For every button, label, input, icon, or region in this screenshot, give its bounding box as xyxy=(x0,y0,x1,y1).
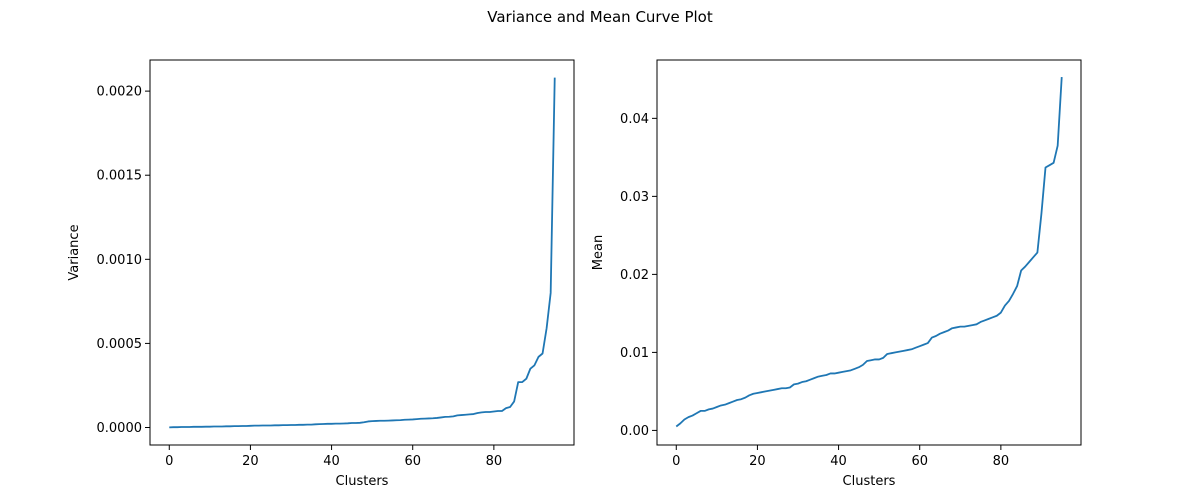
variance-x-axis-label: Clusters xyxy=(336,474,389,489)
figure-suptitle: Variance and Mean Curve Plot xyxy=(487,8,713,26)
variance-x-tick-label: 0 xyxy=(165,454,173,469)
variance-axes-frame xyxy=(149,59,575,446)
mean-y-tick-label: 0.03 xyxy=(620,190,649,205)
variance-y-tick-label: 0.0020 xyxy=(97,85,143,100)
mean-axes-frame xyxy=(656,59,1082,446)
mean-x-tick-label: 60 xyxy=(911,454,928,469)
variance-y-tick-label: 0.0015 xyxy=(97,169,143,184)
mean-series-line xyxy=(675,76,1063,428)
variance-x-tick-label: 80 xyxy=(486,454,503,469)
variance-x-tick-label: 40 xyxy=(323,454,340,469)
variance-x-tick-label: 60 xyxy=(404,454,421,469)
mean-x-tick-label: 80 xyxy=(993,454,1010,469)
mean-x-tick-label: 20 xyxy=(749,454,766,469)
variance-y-axis-label: Variance xyxy=(67,224,82,280)
variance-plot: 0 20 40 60 80 0.0000 0.0005 0.0010 0.0015 0.0020 C… xyxy=(67,59,575,489)
mean-y-tick-label: 0.01 xyxy=(620,346,649,361)
variance-x-tick-label: 20 xyxy=(242,454,259,469)
mean-y-axis-label: Mean xyxy=(591,235,606,270)
mean-x-axis-label: Clusters xyxy=(843,474,896,489)
mean-y-tick-label: 0.02 xyxy=(620,268,649,283)
mean-x-tick-label: 0 xyxy=(672,454,680,469)
variance-y-tick-label: 0.0005 xyxy=(97,337,143,352)
variance-y-tick-label: 0.0010 xyxy=(97,253,143,268)
mean-plot: 0 20 40 60 80 0.00 0.01 0.02 0.03 0.04 Clusters Mea… xyxy=(591,59,1082,489)
mean-y-tick-label: 0.04 xyxy=(620,112,649,127)
variance-series-line xyxy=(169,77,556,429)
variance-y-tick-label: 0.0000 xyxy=(97,421,143,436)
mean-y-tick-label: 0.00 xyxy=(620,424,649,439)
mean-x-tick-label: 40 xyxy=(830,454,847,469)
